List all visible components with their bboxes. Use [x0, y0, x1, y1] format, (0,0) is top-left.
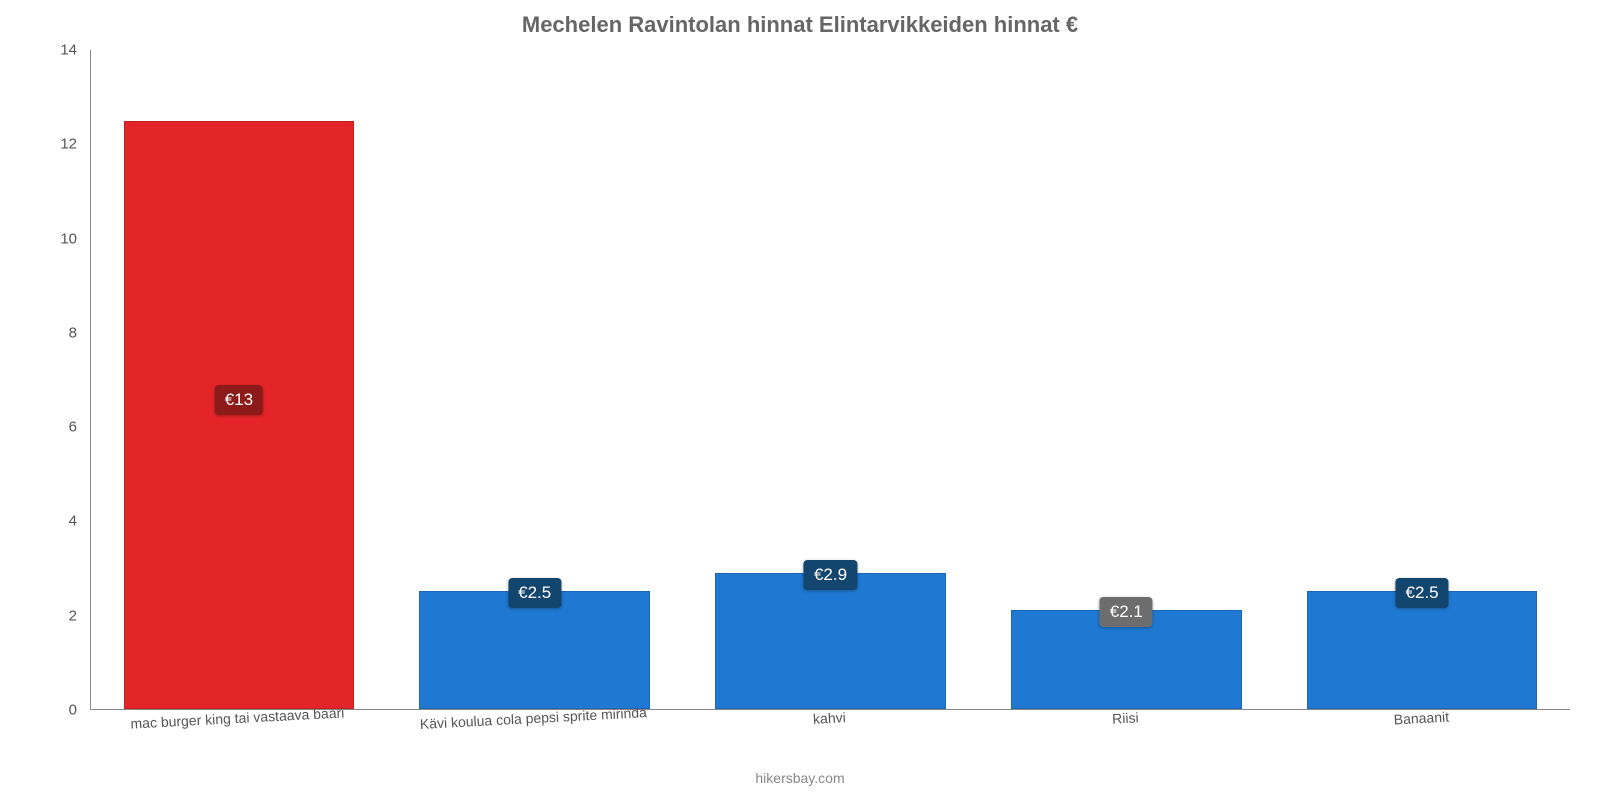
bar-value-label: €2.5	[508, 578, 561, 608]
bar-slot: €2.1	[978, 50, 1274, 709]
bar: €2.5	[1307, 591, 1538, 709]
chart-title: Mechelen Ravintolan hinnat Elintarvikkei…	[0, 0, 1600, 46]
x-axis-category-label: kahvi	[681, 702, 979, 757]
y-tick-label: 14	[32, 42, 77, 59]
x-axis-category-label: mac burger king tai vastaava baari	[89, 702, 387, 757]
bar-value-label: €2.9	[804, 560, 857, 590]
y-tick-label: 8	[32, 324, 77, 341]
y-tick-label: 0	[32, 702, 77, 719]
plot-area: €13 €2.5 €2.9 €2.1 €2.5	[90, 50, 1570, 710]
y-tick-label: 12	[32, 136, 77, 153]
attribution-text: hikersbay.com	[0, 770, 1600, 786]
bar: €2.5	[419, 591, 650, 709]
bar: €13	[124, 121, 355, 709]
x-axis-category-label: Kävi koulua cola pepsi sprite mirinda	[385, 702, 683, 757]
y-tick-label: 4	[32, 513, 77, 530]
bar-slot: €13	[91, 50, 387, 709]
bar-value-label: €13	[215, 385, 263, 415]
y-tick-label: 2	[32, 607, 77, 624]
x-axis-category-label: Banaanit	[1273, 702, 1571, 757]
y-tick-label: 6	[32, 419, 77, 436]
bar-value-label: €2.5	[1396, 578, 1449, 608]
y-tick-label: 10	[32, 230, 77, 247]
x-axis-category-label: Riisi	[977, 702, 1275, 757]
bars-group: €13 €2.5 €2.9 €2.1 €2.5	[91, 50, 1570, 709]
bar-slot: €2.5	[1274, 50, 1570, 709]
bar: €2.1	[1011, 610, 1242, 709]
y-axis-labels: 02468101214	[30, 50, 85, 710]
price-bar-chart: Mechelen Ravintolan hinnat Elintarvikkei…	[0, 0, 1600, 800]
bar: €2.9	[715, 573, 946, 710]
bar-slot: €2.5	[387, 50, 683, 709]
bar-slot: €2.9	[683, 50, 979, 709]
bar-value-label: €2.1	[1100, 597, 1153, 627]
x-axis-labels: mac burger king tai vastaava baariKävi k…	[90, 710, 1570, 750]
